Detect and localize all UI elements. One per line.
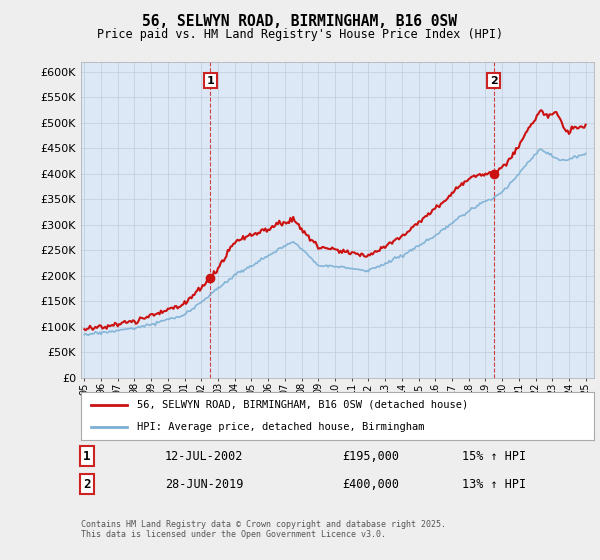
Text: 28-JUN-2019: 28-JUN-2019 [165, 478, 244, 491]
Text: £400,000: £400,000 [342, 478, 399, 491]
Text: £195,000: £195,000 [342, 450, 399, 463]
Text: 2: 2 [83, 478, 91, 491]
Text: 1: 1 [83, 450, 91, 463]
Text: 12-JUL-2002: 12-JUL-2002 [165, 450, 244, 463]
Text: 15% ↑ HPI: 15% ↑ HPI [462, 450, 526, 463]
Text: 1: 1 [206, 76, 214, 86]
Text: Price paid vs. HM Land Registry's House Price Index (HPI): Price paid vs. HM Land Registry's House … [97, 28, 503, 41]
Text: 2: 2 [490, 76, 497, 86]
Text: 56, SELWYN ROAD, BIRMINGHAM, B16 0SW (detached house): 56, SELWYN ROAD, BIRMINGHAM, B16 0SW (de… [137, 400, 469, 410]
Text: HPI: Average price, detached house, Birmingham: HPI: Average price, detached house, Birm… [137, 422, 425, 432]
Text: 56, SELWYN ROAD, BIRMINGHAM, B16 0SW: 56, SELWYN ROAD, BIRMINGHAM, B16 0SW [143, 14, 458, 29]
Text: 13% ↑ HPI: 13% ↑ HPI [462, 478, 526, 491]
Text: Contains HM Land Registry data © Crown copyright and database right 2025.
This d: Contains HM Land Registry data © Crown c… [81, 520, 446, 539]
